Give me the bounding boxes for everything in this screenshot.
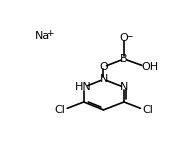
Text: O: O — [120, 33, 128, 43]
Text: +: + — [46, 29, 54, 38]
Text: HN: HN — [75, 82, 91, 92]
Text: Na: Na — [35, 31, 50, 41]
Text: Cl: Cl — [142, 105, 153, 115]
Text: N: N — [100, 74, 108, 84]
Text: N: N — [120, 82, 129, 92]
Text: B: B — [120, 54, 128, 64]
Text: OH: OH — [141, 62, 158, 72]
Text: O: O — [99, 62, 108, 72]
Text: −: − — [125, 32, 133, 41]
Text: Cl: Cl — [54, 105, 65, 115]
